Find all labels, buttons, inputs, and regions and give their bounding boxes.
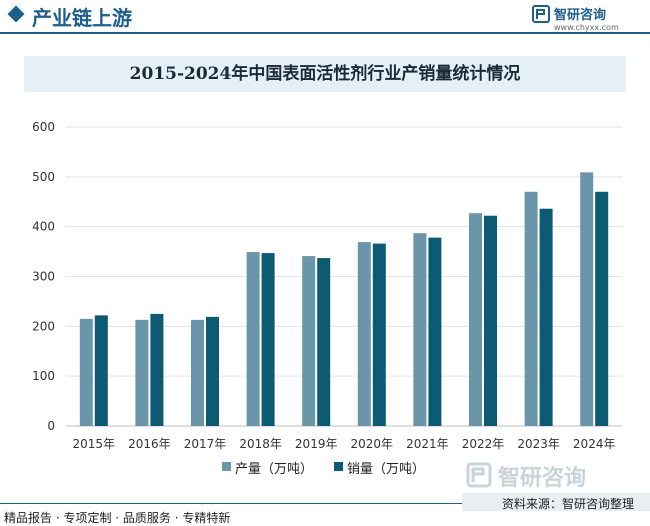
- footer-services: 精品报告 · 专项定制 · 品质服务 · 专精特新: [4, 511, 231, 525]
- bar-production: [135, 319, 149, 426]
- bar-production: [524, 191, 538, 426]
- legend-label-production: 产量（万吨）: [235, 462, 314, 477]
- bar-production: [191, 319, 204, 426]
- logo-icon: [532, 5, 550, 23]
- bar-sales: [539, 208, 553, 426]
- legend-swatch-sales: [334, 462, 343, 471]
- watermark-logo-icon: [466, 462, 492, 488]
- logo-url: www.chyxx.com: [554, 23, 619, 32]
- y-tick-label: 500: [32, 170, 55, 184]
- watermark-logo: 智研咨询: [466, 460, 646, 491]
- bar-sales: [94, 315, 108, 426]
- bar-sales: [372, 243, 386, 426]
- chart-title-bar: 2015-2024年中国表面活性剂行业产销量统计情况: [24, 56, 626, 92]
- x-tick-label: 2024年: [573, 437, 616, 451]
- bar-production: [246, 252, 260, 426]
- bar-sales: [317, 258, 331, 426]
- x-tick-label: 2018年: [239, 437, 282, 451]
- bar-sales: [150, 313, 164, 426]
- x-tick-label: 2016年: [128, 437, 171, 451]
- x-tick-label: 2019年: [295, 437, 338, 451]
- y-tick-label: 100: [32, 369, 55, 383]
- x-tick-label: 2015年: [73, 437, 116, 451]
- x-axis-ticks: 2015年 2016年 2017年 2018年 2019年 2020年 2021年 2022年…: [73, 437, 616, 451]
- y-tick-label: 0: [47, 419, 55, 433]
- bar-sales: [484, 215, 497, 426]
- bar-production: [79, 318, 93, 426]
- section-title: 产业链上游: [32, 6, 132, 30]
- y-tick-label: 400: [32, 220, 55, 234]
- bar-sales: [261, 253, 275, 426]
- bar-production: [302, 256, 316, 426]
- header-divider: [0, 32, 650, 34]
- source-text: 资料来源：智研咨询整理: [502, 497, 635, 511]
- page-header: 产业链上游 智研咨询 www.chyxx.com: [0, 0, 650, 32]
- bar-production: [357, 242, 371, 426]
- bar-sales: [206, 316, 219, 426]
- x-tick-label: 2017年: [184, 437, 227, 451]
- x-tick-label: 2021年: [406, 437, 449, 451]
- bar-sales: [595, 191, 609, 426]
- bar-production: [469, 213, 482, 426]
- bar-sales: [428, 237, 442, 426]
- watermark-text: 智研咨询: [498, 466, 587, 491]
- brand-logo: 智研咨询 www.chyxx.com: [532, 4, 642, 32]
- bar-production: [413, 233, 427, 426]
- grid-lines: [66, 126, 622, 427]
- y-axis-ticks: 0 100 200 300 400 500 600: [32, 120, 55, 433]
- bar-production: [580, 172, 594, 426]
- x-tick-label: 2023年: [517, 437, 560, 451]
- bars: [79, 172, 609, 426]
- y-tick-label: 300: [32, 270, 55, 284]
- legend-swatch-production: [222, 462, 231, 471]
- chart-legend: 产量（万吨） 销量（万吨）: [222, 458, 462, 477]
- x-tick-label: 2022年: [462, 437, 505, 451]
- y-tick-label: 600: [32, 120, 55, 134]
- footer-divider: [0, 503, 462, 504]
- x-tick-label: 2020年: [351, 437, 394, 451]
- logo-name: 智研咨询: [554, 8, 607, 23]
- chart-title: 2015-2024年中国表面活性剂行业产销量统计情况: [129, 64, 521, 84]
- source-bar: 资料来源：智研咨询整理: [462, 493, 650, 511]
- legend-label-sales: 销量（万吨）: [347, 462, 426, 477]
- y-tick-label: 200: [32, 319, 55, 333]
